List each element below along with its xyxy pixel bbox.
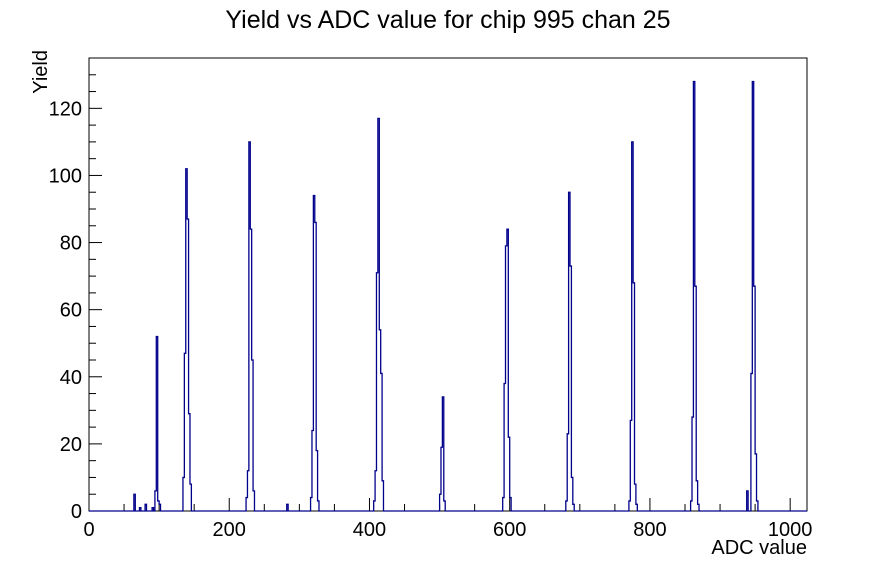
y-tick-label: 120	[49, 98, 82, 120]
plot-frame	[88, 57, 808, 512]
y-axis-title: Yield	[30, 50, 52, 94]
x-tick-label: 1000	[768, 519, 813, 541]
y-tick-label: 100	[49, 165, 82, 187]
x-tick-label: 600	[493, 519, 526, 541]
y-tick-label: 0	[71, 501, 82, 523]
x-tick-label: 0	[83, 519, 94, 541]
y-tick-label: 20	[60, 434, 82, 456]
x-tick-label: 200	[213, 519, 246, 541]
histogram-line	[89, 80, 807, 512]
y-tick-label: 60	[60, 300, 82, 322]
axes-group: 0 200 400 600 800 1000 0 20 40 60 80 100 120	[49, 57, 813, 541]
x-tick-label: 800	[633, 519, 666, 541]
x-tick-label: 400	[353, 519, 386, 541]
histogram-group	[89, 80, 807, 512]
chart-title: Yield vs ADC value for chip 995 chan 25	[225, 6, 671, 34]
y-tick-label: 80	[60, 233, 82, 255]
y-tick-label: 40	[60, 367, 82, 389]
x-axis-title: ADC value	[711, 537, 807, 559]
